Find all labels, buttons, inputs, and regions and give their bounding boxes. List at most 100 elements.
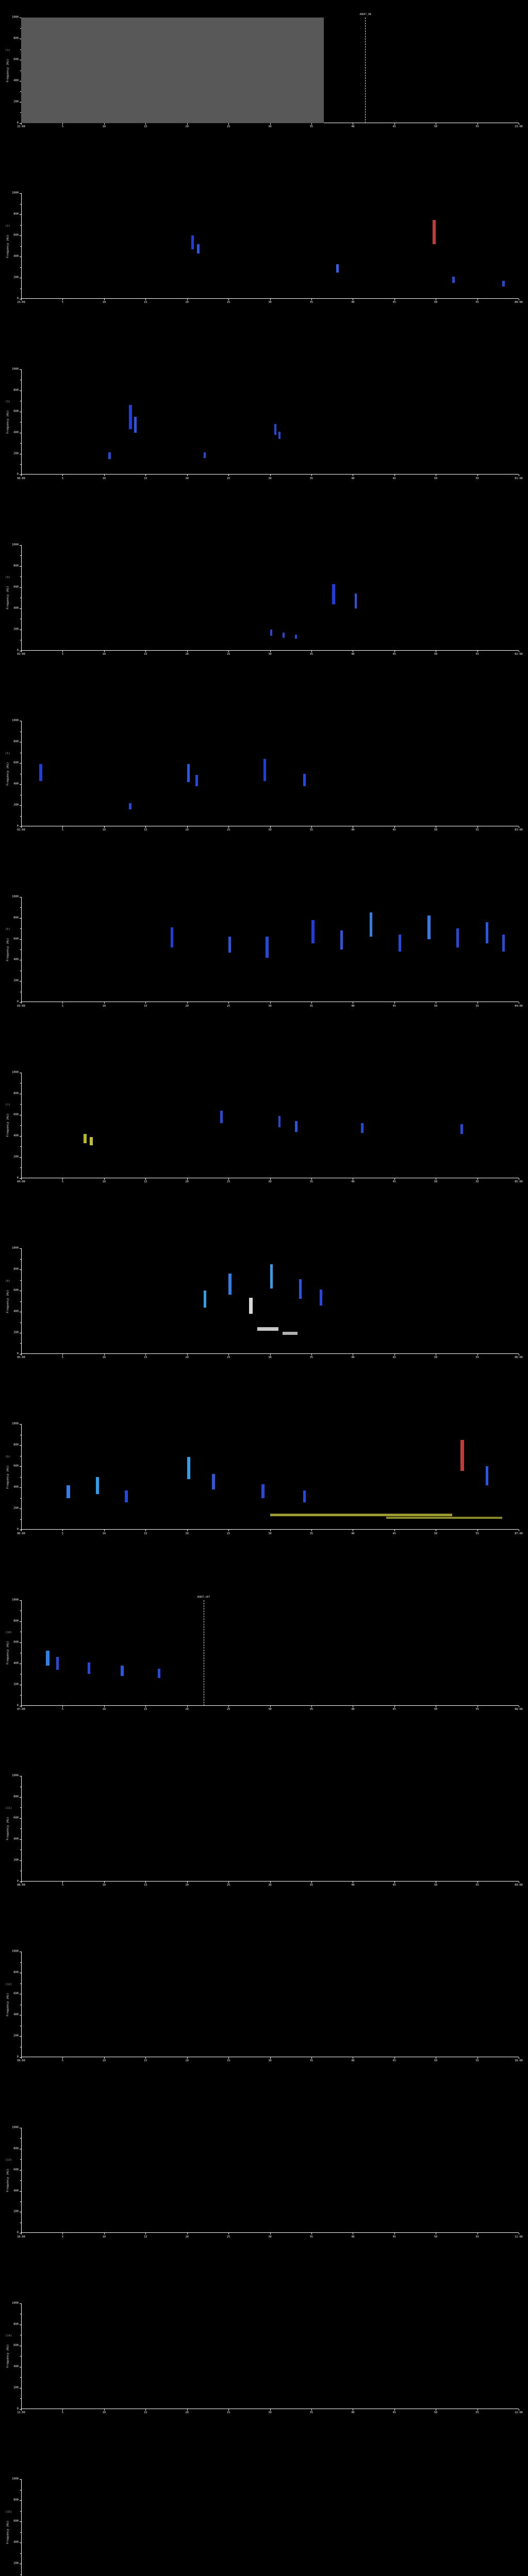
x-tick-mark (104, 299, 105, 301)
y-tick-mark (20, 235, 21, 236)
x-tick-mark (21, 2233, 22, 2235)
x-tick-label: 03:00 (17, 1004, 25, 1008)
x-tick-label: 20 (185, 2235, 189, 2239)
x-tick-mark (394, 1002, 395, 1004)
y-tick-label: 1000 (12, 1774, 19, 1777)
x-tick-label: 50 (434, 1180, 438, 1183)
y-tick-label: 600 (13, 2519, 19, 2523)
x-tick-label: 55 (475, 1180, 479, 1183)
y-minor-tick (20, 1695, 21, 1696)
detection-mark (249, 1298, 253, 1314)
y-tick-mark (20, 1818, 21, 1819)
y-minor-tick (20, 112, 21, 113)
plot-area: 0 200 400 600 800 1000 09:00 5 10 15 20 25 30 35 40 45 5… (12, 1950, 523, 2062)
x-tick-mark (104, 826, 105, 828)
x-tick-label: 45 (392, 2059, 396, 2063)
x-tick-mark (187, 1705, 188, 1707)
y-tick-label: 0 (16, 649, 19, 652)
detection-mark (87, 1662, 91, 1674)
detection-mark (83, 1133, 87, 1144)
detection-mark (485, 1466, 489, 1486)
x-tick-label: 55 (475, 828, 479, 832)
y-axis-title: Frequency (Hz) (6, 1465, 10, 1489)
x-tick-label: 08:00 (17, 1884, 25, 1887)
y-tick-label: 0 (16, 1879, 19, 1883)
x-tick-mark (270, 2409, 271, 2411)
x-tick-mark (270, 474, 271, 477)
y-tick-label: 0 (16, 2231, 19, 2234)
x-tick-mark (477, 826, 478, 828)
y-tick-label: 800 (13, 2323, 19, 2326)
x-tick-mark (270, 123, 271, 125)
x-tick-label: 45 (392, 2235, 396, 2239)
x-tick-mark (104, 1705, 105, 1707)
plot-area: 0 200 400 600 800 1000 08:00 5 10 15 20 25 30 35 40 45 5… (12, 1774, 523, 1886)
x-tick-label: 07:00 (17, 1707, 25, 1711)
detection-mark (354, 594, 357, 608)
y-tick-label: 0 (16, 2407, 19, 2410)
x-tick-label: 20 (185, 1707, 189, 1711)
axes-frame (21, 369, 519, 475)
x-tick-label: 20 (185, 1532, 189, 1535)
x-tick-mark (311, 1881, 312, 1883)
annotation-label: ADDET_ON (359, 13, 371, 16)
x-tick-label: 35 (309, 1004, 314, 1008)
x-tick-label: 30 (268, 1004, 272, 1008)
x-tick-label: 10:00 (17, 2235, 25, 2239)
x-tick-label: 5 (61, 2411, 63, 2414)
x-tick-mark (311, 650, 312, 652)
x-tick-label: 10 (102, 1356, 106, 1360)
spectrogram-panel: (10) Frequency (Hz) ADDET_OFF 0 200 400 600 800… (0, 1583, 528, 1758)
x-tick-label: 20 (185, 301, 189, 304)
x-tick-label: 00:00 (515, 301, 523, 304)
x-tick-mark (62, 1705, 63, 1707)
x-tick-mark (394, 2409, 395, 2411)
x-tick-label: 40 (351, 301, 355, 304)
x-tick-label: 30 (268, 1707, 272, 1711)
x-tick-mark (477, 1002, 478, 1004)
plot-area: 0200400600800100012:00510152025303540455… (12, 2478, 519, 2576)
y-tick-label: 400 (13, 958, 19, 961)
panel-index-label: (13) (5, 2159, 12, 2162)
x-tick-mark (145, 650, 146, 652)
x-tick-mark (228, 2409, 229, 2411)
y-tick-label: 800 (13, 2146, 19, 2150)
y-axis-title: Frequency (Hz) (6, 938, 10, 961)
y-tick-label: 400 (13, 2013, 19, 2016)
x-tick-mark (104, 2057, 105, 2059)
x-tick-label: 45 (392, 125, 396, 129)
x-tick-mark (311, 474, 312, 477)
x-tick-label: 5 (61, 1004, 63, 1008)
y-axis-title: Frequency (Hz) (6, 1817, 10, 1841)
axes-frame (21, 2303, 519, 2409)
detection-mark (39, 764, 42, 782)
x-tick-mark (104, 2409, 105, 2411)
y-minor-tick (20, 2398, 21, 2399)
x-tick-label: 15 (144, 477, 147, 480)
x-tick-label: 30 (268, 2059, 272, 2063)
y-tick-label: 200 (13, 1682, 19, 1686)
y-tick-mark (20, 2057, 21, 2058)
detection-mark (460, 1124, 464, 1134)
detection-mark (158, 1668, 161, 1679)
x-tick-mark (394, 650, 395, 652)
y-tick-label: 200 (13, 100, 19, 104)
y-tick-label: 0 (16, 2055, 19, 2059)
x-tick-mark (187, 2409, 188, 2411)
y-tick-label: 600 (13, 1992, 19, 1995)
y-tick-label: 1000 (12, 1950, 19, 1953)
x-tick-mark (270, 2233, 271, 2235)
x-tick-label: 25 (226, 2411, 230, 2414)
x-tick-mark (104, 1178, 105, 1180)
x-tick-label: 20 (185, 2411, 189, 2414)
x-tick-label: 30 (268, 653, 272, 656)
y-tick-label: 1000 (12, 2125, 19, 2129)
y-minor-tick (20, 1807, 21, 1808)
y-tick-mark (20, 101, 21, 103)
detection-mark (263, 759, 267, 782)
x-tick-mark (145, 826, 146, 828)
y-tick-mark (20, 939, 21, 940)
x-tick-mark (270, 650, 271, 652)
x-tick-label: 11:00 (515, 2235, 523, 2239)
x-tick-label: 10 (102, 1707, 106, 1711)
